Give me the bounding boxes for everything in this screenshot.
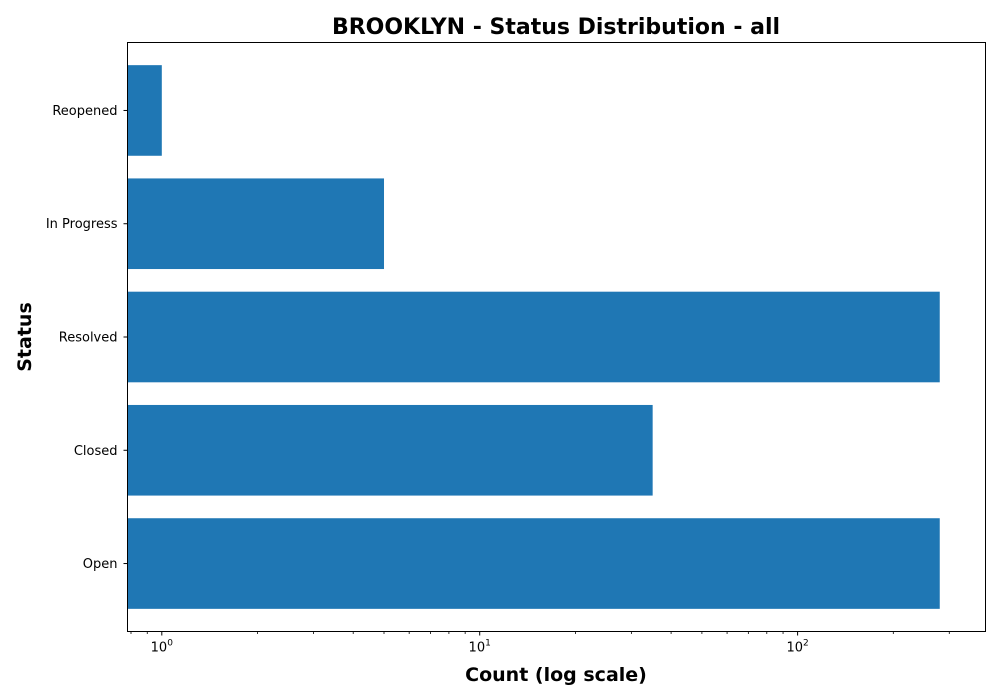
y-tick-label-reopened: Reopened	[52, 104, 117, 119]
x-tick-label-1: 100	[151, 639, 174, 656]
x-tick-label-100: 102	[786, 639, 808, 656]
bar-in-progress	[127, 178, 385, 270]
x-tick-exponent: 2	[803, 639, 809, 649]
y-tick-label-resolved: Resolved	[59, 331, 118, 346]
y-tick-label-in-progress: In Progress	[46, 217, 118, 232]
bar-resolved	[127, 291, 940, 383]
x-tick-label-10: 101	[469, 639, 491, 656]
bar-open	[127, 518, 940, 609]
y-tick-label-closed: Closed	[74, 444, 118, 459]
x-axis: 100 101 102	[130, 631, 950, 656]
y-tick-label-open: Open	[83, 557, 118, 572]
bar-closed	[127, 404, 653, 496]
x-tick-base: 10	[469, 641, 486, 656]
x-tick-base: 10	[786, 641, 803, 656]
y-axis-label: Status	[14, 302, 36, 372]
bar-reopened	[127, 65, 162, 156]
x-tick-exponent: 0	[167, 639, 173, 649]
x-axis-label: Count (log scale)	[465, 664, 647, 686]
chart-title: BROOKLYN - Status Distribution - all	[332, 15, 780, 40]
y-axis: Open Closed Resolved In Progress Reopened	[46, 104, 128, 572]
bars	[127, 65, 940, 609]
x-tick-base: 10	[151, 641, 168, 656]
plot-area	[127, 42, 986, 632]
x-tick-exponent: 1	[485, 639, 491, 649]
